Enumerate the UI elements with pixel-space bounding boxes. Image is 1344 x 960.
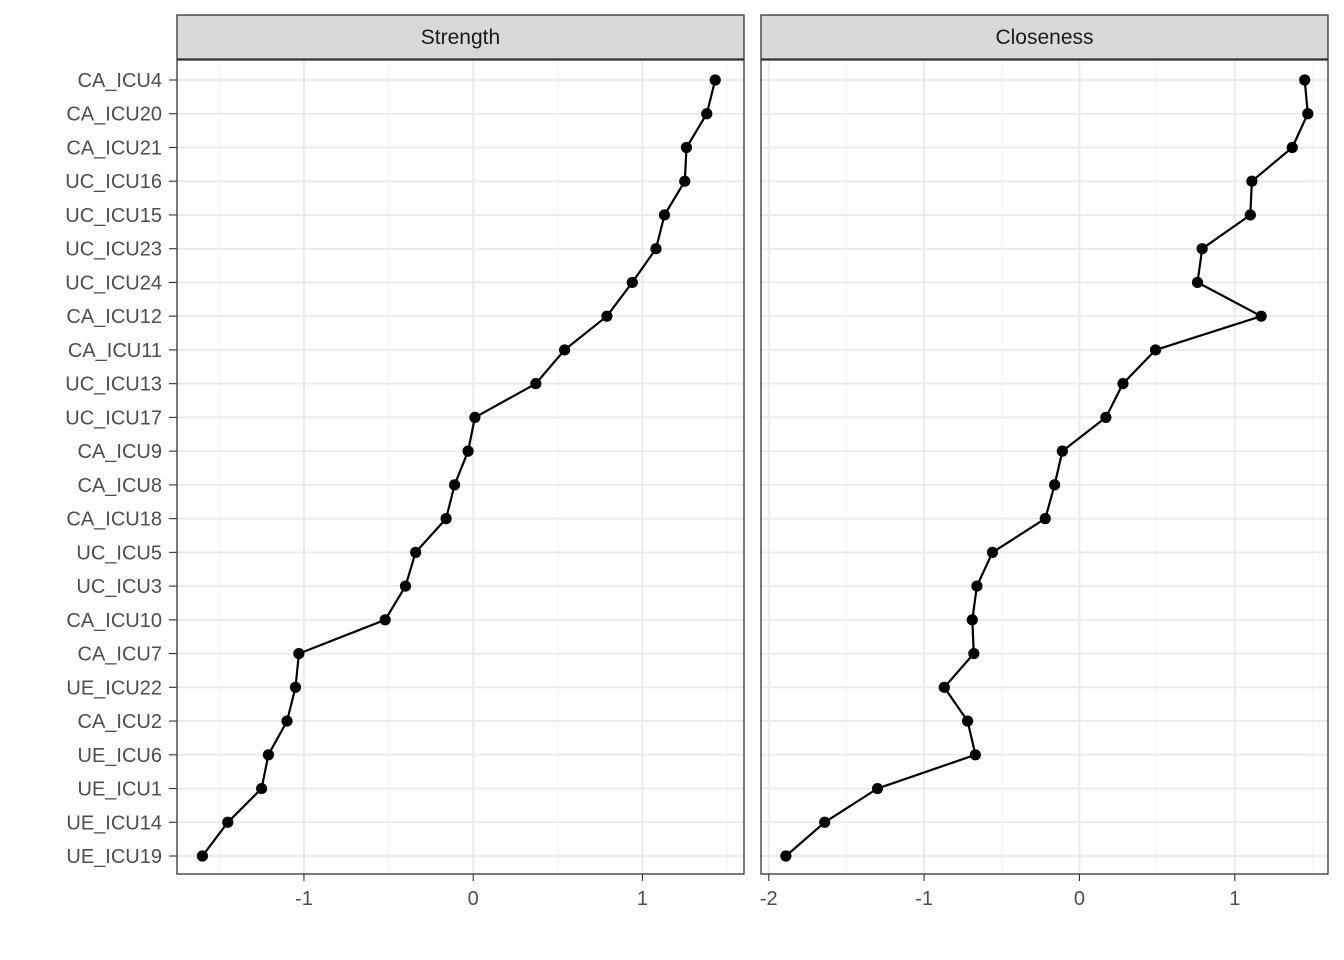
data-point <box>1117 378 1129 390</box>
panel-background <box>761 60 1328 874</box>
y-tick-label: CA_ICU2 <box>78 711 162 733</box>
x-tick-label: 1 <box>637 888 648 910</box>
y-tick-label: CA_ICU20 <box>66 104 162 126</box>
x-tick-label: -1 <box>915 888 933 910</box>
panel-strength: Strength -1 0 1 <box>176 14 745 910</box>
y-tick-label: UE_ICU1 <box>78 779 162 801</box>
data-point <box>626 276 638 289</box>
data-point <box>1302 108 1314 120</box>
panel-border <box>760 59 1329 875</box>
y-tick-label: UE_ICU14 <box>66 812 162 834</box>
x-tick-label: 0 <box>1074 888 1085 910</box>
y-tick-label: UE_ICU6 <box>78 745 162 767</box>
panel-border <box>176 59 745 875</box>
y-tick-label: CA_ICU10 <box>66 610 162 632</box>
data-point <box>281 715 293 727</box>
data-point <box>293 647 305 660</box>
data-point <box>658 209 671 221</box>
data-point <box>530 378 542 390</box>
data-point <box>709 74 721 86</box>
data-point <box>680 141 693 154</box>
panel-title: Closeness <box>995 26 1093 49</box>
y-tick-label: UC_ICU15 <box>65 205 162 227</box>
data-point <box>1149 344 1162 356</box>
data-point <box>469 411 481 423</box>
data-point <box>601 310 613 322</box>
data-point <box>780 850 792 862</box>
data-point <box>196 850 208 862</box>
data-point <box>256 782 268 795</box>
panel-strip <box>176 14 745 60</box>
y-tick-label: CA_ICU9 <box>78 441 162 463</box>
data-point <box>1244 209 1256 221</box>
y-tick-label: UC_ICU16 <box>65 171 162 193</box>
data-point <box>222 816 234 828</box>
data-point <box>1255 310 1267 322</box>
data-point <box>938 681 950 693</box>
x-tick-label: -1 <box>295 888 313 910</box>
y-tick-label: UC_ICU3 <box>76 576 162 598</box>
data-point <box>262 749 274 761</box>
data-point <box>462 445 474 457</box>
y-tick-label: UC_ICU23 <box>65 239 162 261</box>
data-point <box>289 681 302 693</box>
data-point <box>1286 141 1298 154</box>
data-point <box>1100 411 1112 423</box>
y-tick-label: UC_ICU24 <box>65 272 162 294</box>
y-tick-label: CA_ICU12 <box>66 306 162 328</box>
data-point <box>410 546 422 558</box>
data-point <box>966 614 978 626</box>
panel-closeness: Closeness -2 -1 0 1 <box>760 14 1329 910</box>
data-point <box>871 782 884 795</box>
data-point <box>650 243 662 255</box>
data-point <box>1299 74 1311 86</box>
x-tick-label: -2 <box>760 888 778 910</box>
data-point <box>448 479 461 491</box>
y-tick-label: UE_ICU19 <box>66 846 162 868</box>
data-point <box>701 108 713 120</box>
y-tick-label: CA_ICU18 <box>66 509 162 531</box>
data-point <box>679 175 691 187</box>
y-axis-labels: CA_ICU4 CA_ICU20 CA_ICU21 UC_ICU16 UC_ICU15 U… <box>65 70 177 868</box>
panel-background <box>177 60 744 874</box>
x-tick-label: 1 <box>1229 888 1240 910</box>
data-point <box>1191 276 1204 289</box>
y-tick-label: UC_ICU17 <box>65 407 162 429</box>
data-point <box>968 647 980 660</box>
data-point <box>1246 175 1258 187</box>
x-tick-label: 0 <box>468 888 479 910</box>
data-point <box>440 513 452 525</box>
data-point <box>819 816 831 828</box>
series-line <box>201 79 717 857</box>
y-tick-label: CA_ICU4 <box>78 70 162 92</box>
y-tick-label: CA_ICU7 <box>78 644 162 666</box>
y-tick-label: CA_ICU8 <box>78 475 162 497</box>
y-tick-label: CA_ICU21 <box>66 137 162 159</box>
data-point <box>1039 513 1051 525</box>
data-point <box>962 715 974 727</box>
data-point <box>558 344 571 356</box>
y-tick-label: UC_ICU5 <box>76 542 162 564</box>
y-tick-label: UC_ICU13 <box>65 374 162 396</box>
data-point <box>971 580 983 592</box>
data-point <box>986 546 999 558</box>
data-point <box>399 580 412 592</box>
panel-strip <box>760 14 1329 60</box>
y-tick-label: UE_ICU22 <box>66 677 162 699</box>
data-point <box>969 749 981 761</box>
data-point <box>1048 479 1061 491</box>
data-point <box>1056 445 1068 457</box>
y-tick-label: CA_ICU11 <box>68 340 162 362</box>
panel-title: Strength <box>421 26 500 49</box>
data-point <box>1196 243 1208 255</box>
data-point <box>379 614 391 626</box>
